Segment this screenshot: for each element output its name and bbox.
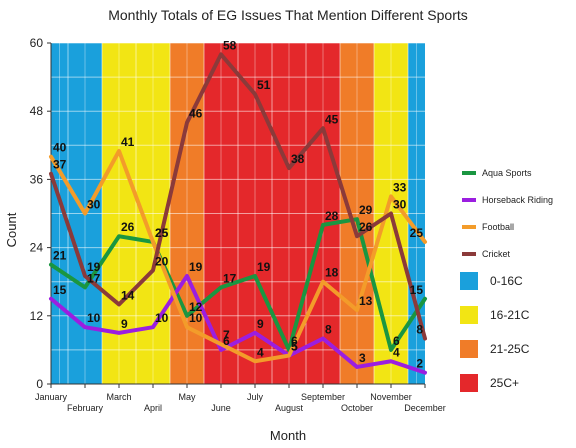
series-lines <box>49 52 427 375</box>
data-label: 28 <box>325 209 339 223</box>
legend-band-swatch <box>460 306 478 324</box>
data-label: 30 <box>87 198 101 212</box>
legend-band-label: 25C+ <box>490 376 519 390</box>
data-label: 2 <box>416 357 423 371</box>
x-tick-label: May <box>178 392 196 402</box>
data-label: 5 <box>291 340 298 354</box>
data-label: 4 <box>257 345 264 359</box>
y-axis-label: Count <box>4 212 19 247</box>
axes: 01224364860JanuaryFebruaryMarchAprilMayJ… <box>30 36 446 413</box>
data-label: 8 <box>416 323 423 337</box>
data-label: 40 <box>53 141 67 155</box>
data-label: 29 <box>359 203 373 217</box>
data-label: 14 <box>121 288 135 302</box>
data-label: 21 <box>53 249 67 263</box>
data-label: 10 <box>87 311 101 325</box>
x-tick-label: December <box>404 403 446 413</box>
data-label: 25 <box>410 226 424 240</box>
data-label: 7 <box>223 328 230 342</box>
data-label: 13 <box>359 294 373 308</box>
data-label: 17 <box>223 271 237 285</box>
data-label: 25 <box>155 226 169 240</box>
data-label: 19 <box>87 260 101 274</box>
x-tick-label: April <box>144 403 162 413</box>
data-label: 51 <box>257 78 271 92</box>
data-label: 37 <box>53 158 67 172</box>
data-label: 10 <box>189 311 203 325</box>
data-label: 19 <box>189 260 203 274</box>
data-label: 3 <box>359 351 366 365</box>
legend-band-label: 21-25C <box>490 342 530 356</box>
data-label: 41 <box>121 135 135 149</box>
data-label: 6 <box>223 334 230 348</box>
x-tick-label: October <box>341 403 373 413</box>
legend: Aqua Sports Horseback Riding Football Crick… <box>460 168 553 392</box>
data-label: 25 <box>155 226 169 240</box>
data-label: 26 <box>121 220 135 234</box>
legend-label: Cricket <box>482 249 511 259</box>
data-label: 30 <box>393 198 407 212</box>
data-label: 33 <box>393 180 407 194</box>
x-tick-label: June <box>211 403 231 413</box>
chart-title: Monthly Totals of EG Issues That Mention… <box>108 7 468 23</box>
data-label: 20 <box>155 254 169 268</box>
data-label: 19 <box>257 260 271 274</box>
x-tick-label: February <box>67 403 104 413</box>
y-tick-label: 48 <box>30 104 44 118</box>
data-label: 45 <box>325 112 339 126</box>
data-label: 58 <box>223 38 237 52</box>
data-label: 9 <box>257 317 264 331</box>
data-label: 26 <box>359 220 373 234</box>
data-label: 5 <box>291 340 298 354</box>
data-label: 15 <box>410 283 424 297</box>
legend-band-swatch <box>460 374 478 392</box>
data-label: 38 <box>291 152 305 166</box>
data-label: 46 <box>189 107 203 121</box>
legend-label: Aqua Sports <box>482 168 532 178</box>
legend-band-label: 0-16C <box>490 274 523 288</box>
data-label: 8 <box>325 323 332 337</box>
data-label: 17 <box>87 271 101 285</box>
data-label: 6 <box>291 334 298 348</box>
series-line-aqua-sports <box>49 217 427 352</box>
legend-band-label: 16-21C <box>490 308 530 322</box>
series-line-cricket <box>49 52 427 341</box>
x-tick-label: November <box>370 392 412 402</box>
y-tick-label: 60 <box>30 36 44 50</box>
x-tick-label: March <box>106 392 131 402</box>
x-axis-label: Month <box>270 428 306 443</box>
series-line-football <box>49 148 427 364</box>
y-tick-label: 0 <box>36 377 43 391</box>
data-label: 10 <box>155 311 169 325</box>
legend-label: Football <box>482 222 514 232</box>
y-tick-label: 36 <box>30 172 44 186</box>
y-tick-label: 12 <box>30 309 44 323</box>
x-tick-label: August <box>275 403 304 413</box>
data-label: 6 <box>393 334 400 348</box>
series-line-horseback-riding <box>49 274 427 375</box>
x-tick-label: September <box>301 392 345 402</box>
legend-label: Horseback Riding <box>482 195 553 205</box>
data-label: 9 <box>121 317 128 331</box>
x-tick-label: January <box>35 392 68 402</box>
x-tick-label: July <box>247 392 264 402</box>
legend-band-swatch <box>460 272 478 290</box>
data-label: 4 <box>393 345 400 359</box>
data-label: 18 <box>325 266 339 280</box>
y-tick-label: 24 <box>30 241 44 255</box>
data-label: 12 <box>189 300 203 314</box>
data-label: 15 <box>53 283 67 297</box>
legend-band-swatch <box>460 340 478 358</box>
